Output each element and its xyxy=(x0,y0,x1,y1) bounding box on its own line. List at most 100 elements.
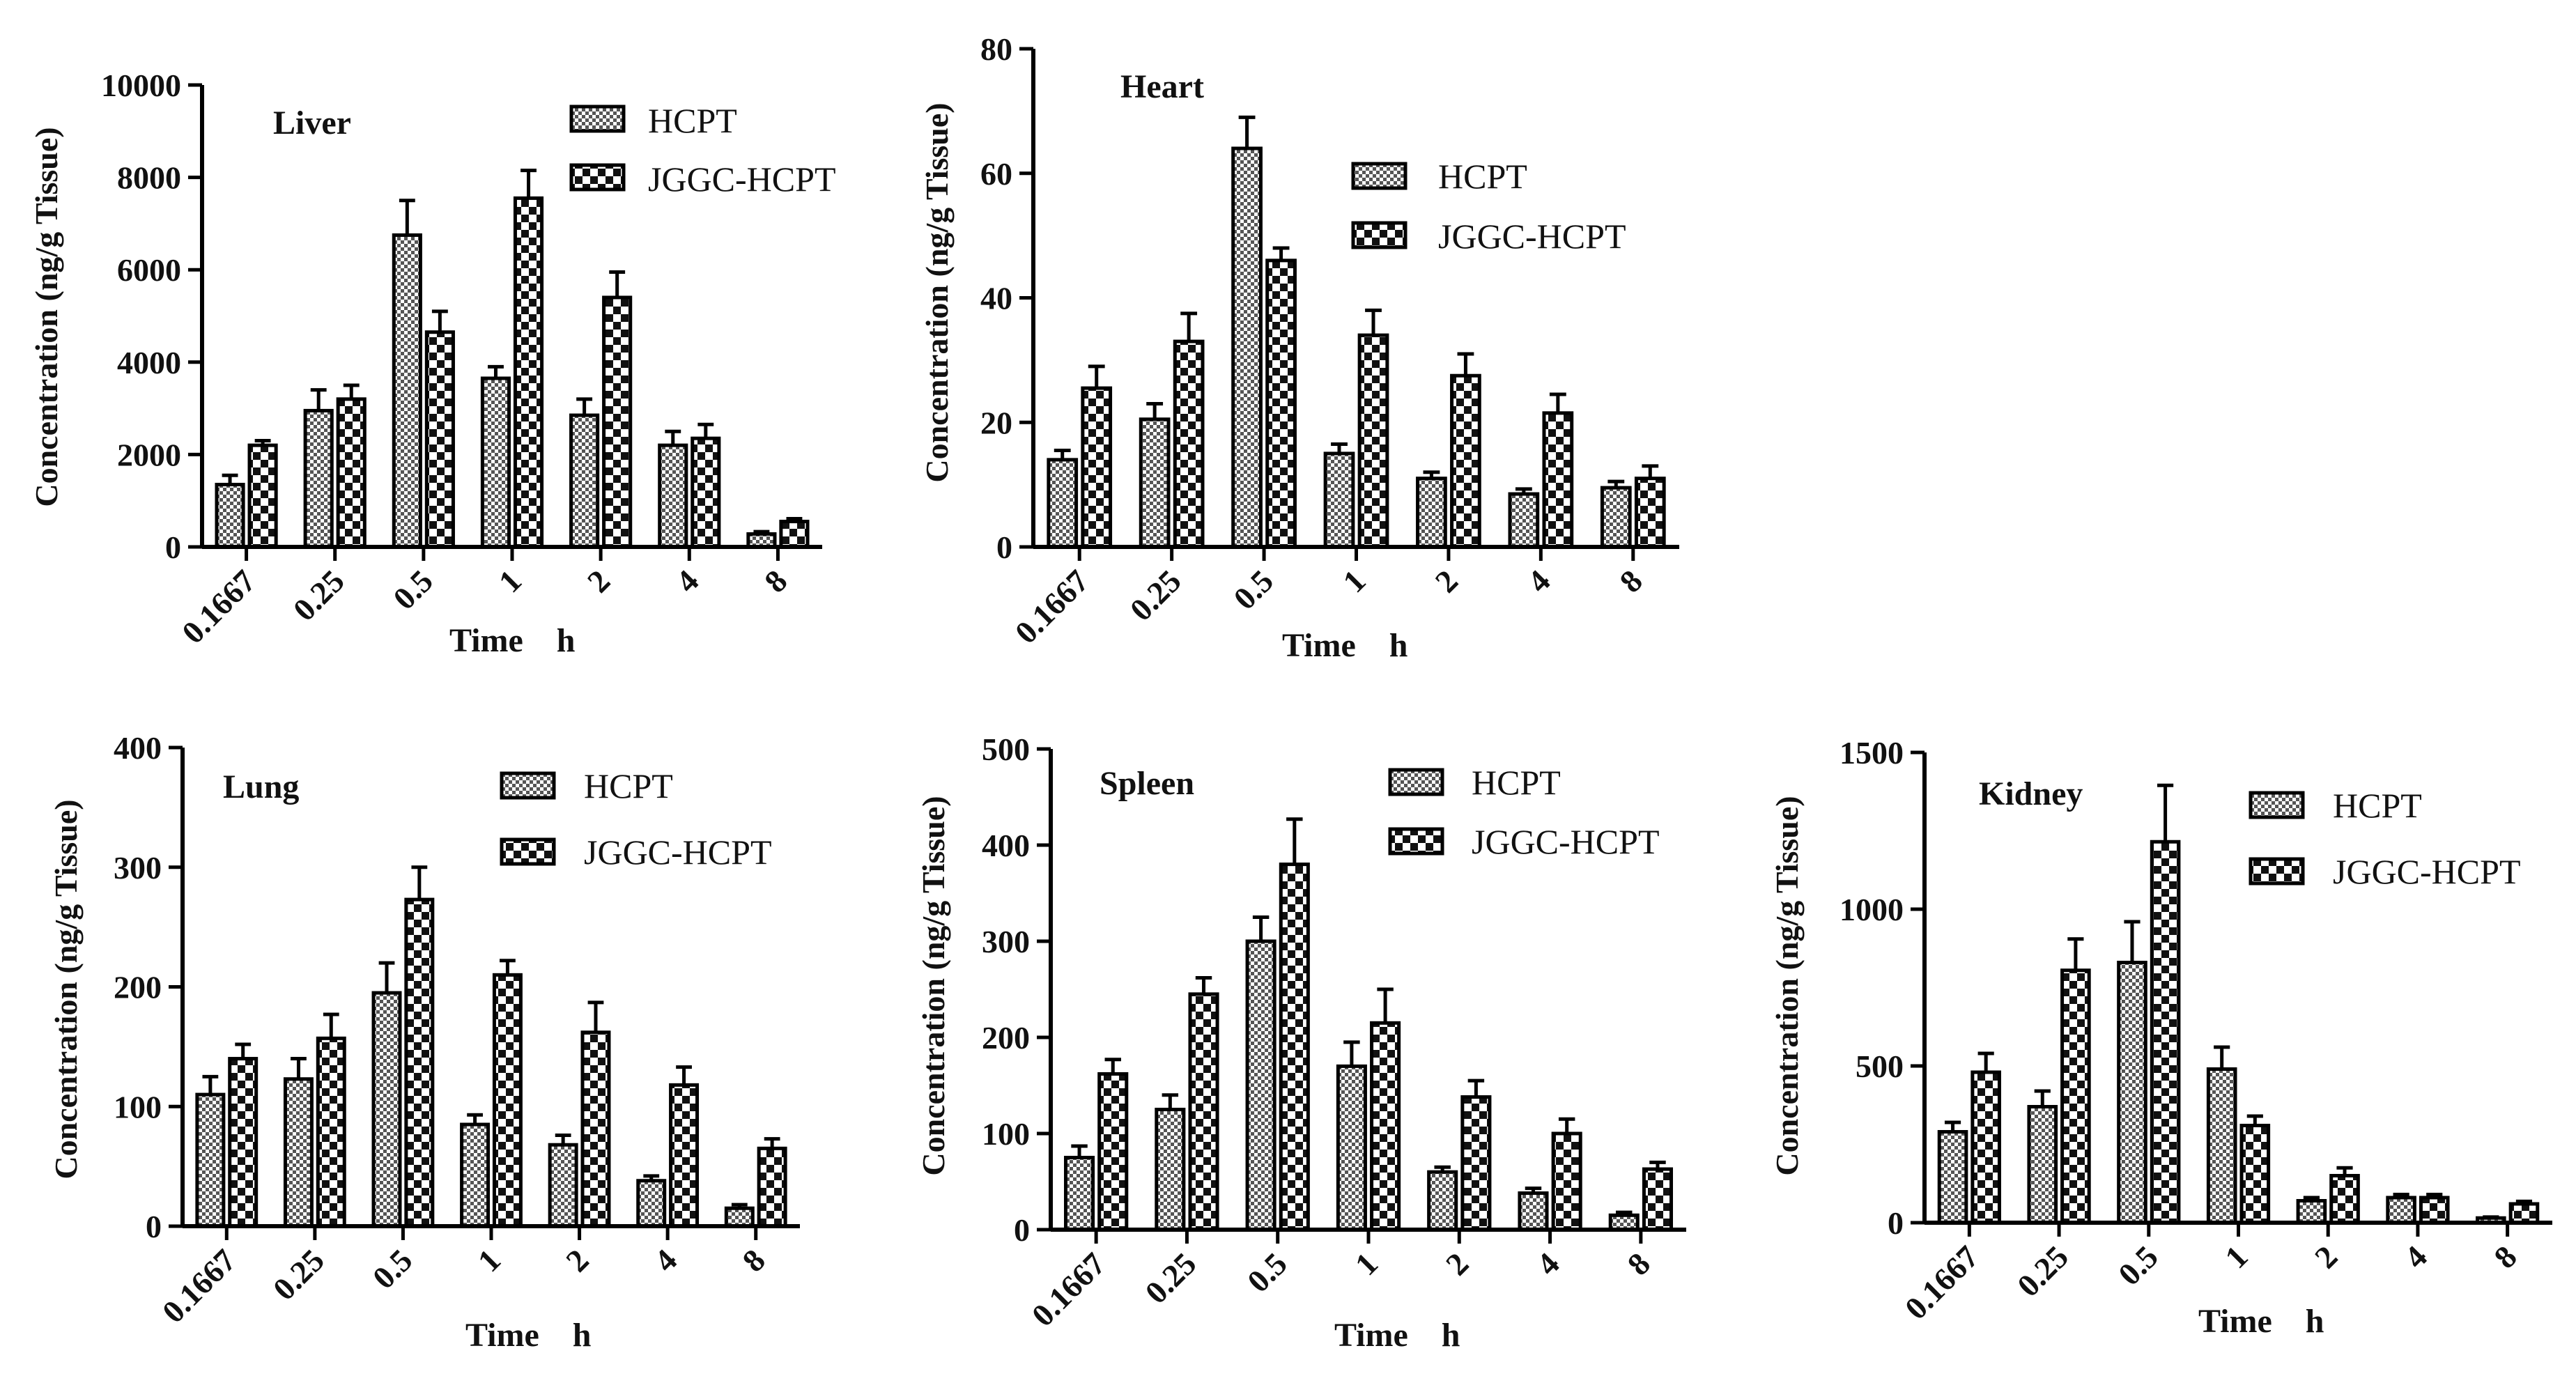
chart-panel-lung: Lung Concentration (ng/g Tissue) Time h … xyxy=(48,730,800,1354)
bar-hcpt xyxy=(371,991,402,1228)
y-tick-label: 200 xyxy=(982,1020,1030,1055)
legend: HCPT JGGC-HCPT xyxy=(500,766,771,872)
x-tick-label: 1 xyxy=(1336,563,1372,599)
x-tick-label: 2 xyxy=(559,1242,595,1278)
y-tick-label: 2000 xyxy=(117,437,181,472)
legend: HCPT JGGC-HCPT xyxy=(1351,157,1626,256)
y-tick-label: 0 xyxy=(996,529,1012,565)
x-tick-label: 4 xyxy=(1529,1246,1566,1282)
y-tick-label: 300 xyxy=(114,850,162,886)
chart-panel-kidney: Kidney Concentration (ng/g Tissue) Time … xyxy=(1769,735,2552,1340)
legend-swatch-jggc-hcpt xyxy=(1351,221,1407,249)
x-axis-label: Time h xyxy=(449,622,575,659)
x-tick-label: 0.1667 xyxy=(1025,1246,1113,1333)
bar-jggc-hcpt xyxy=(336,397,367,549)
x-tick-label: 1 xyxy=(2218,1239,2254,1275)
x-tick-label: 8 xyxy=(2487,1239,2523,1275)
y-tick-label: 20 xyxy=(980,405,1012,440)
x-tick-label: 0.1667 xyxy=(1008,563,1096,651)
bar-jggc-hcpt xyxy=(1542,411,1574,549)
bar-jggc-hcpt xyxy=(2239,1124,2271,1225)
legend-label-jggc-hcpt: JGGC-HCPT xyxy=(584,833,771,872)
x-tick-label: 0.1667 xyxy=(1898,1239,1986,1327)
bar-jggc-hcpt xyxy=(669,1083,700,1228)
bar-hcpt xyxy=(1323,451,1355,549)
bar-jggc-hcpt xyxy=(513,196,544,549)
y-tick-label: 0 xyxy=(1888,1205,1904,1241)
x-tick-label: 1 xyxy=(471,1242,507,1278)
bar-jggc-hcpt xyxy=(424,330,455,549)
bar-hcpt xyxy=(1155,1108,1186,1232)
bar-hcpt xyxy=(392,233,422,549)
chart-title: Liver xyxy=(273,105,351,141)
y-tick-label: 400 xyxy=(982,828,1030,863)
bar-jggc-hcpt xyxy=(1450,373,1481,549)
bar-jggc-hcpt xyxy=(1173,339,1205,549)
bar-hcpt xyxy=(636,1179,667,1228)
x-axis-label: Time h xyxy=(1282,627,1407,664)
bar-jggc-hcpt xyxy=(580,1030,611,1228)
y-tick-label: 8000 xyxy=(117,160,181,196)
y-tick-label: 0 xyxy=(165,529,181,565)
legend-swatch-hcpt xyxy=(500,771,556,800)
bar-jggc-hcpt xyxy=(1188,992,1219,1232)
bar-jggc-hcpt xyxy=(1642,1167,1674,1232)
bar-jggc-hcpt xyxy=(2419,1196,2450,1225)
y-tick-label: 40 xyxy=(980,281,1012,316)
bar-jggc-hcpt xyxy=(1634,477,1666,549)
bar-hcpt xyxy=(2027,1105,2058,1225)
bar-jggc-hcpt xyxy=(1097,1072,1129,1232)
bar-jggc-hcpt xyxy=(316,1036,346,1228)
bar-hcpt xyxy=(1245,939,1277,1232)
legend-label-hcpt: HCPT xyxy=(1438,157,1527,196)
bar-jggc-hcpt xyxy=(691,436,721,549)
x-tick-label: 4 xyxy=(2398,1239,2434,1275)
bar-hcpt xyxy=(2386,1196,2416,1225)
x-tick-label: 0.5 xyxy=(386,563,440,617)
x-tick-label: 1 xyxy=(492,563,528,599)
x-axis-label: Time h xyxy=(1334,1317,1460,1354)
x-tick-label: 2 xyxy=(2308,1239,2344,1275)
y-tick-label: 200 xyxy=(114,970,162,1005)
x-tick-label: 0.25 xyxy=(1123,563,1188,628)
bar-hcpt xyxy=(460,1122,491,1228)
bar-hcpt xyxy=(1937,1130,1968,1225)
legend-label-jggc-hcpt: JGGC-HCPT xyxy=(1472,822,1659,861)
bar-hcpt xyxy=(1063,1156,1095,1232)
x-tick-label: 8 xyxy=(1613,563,1649,599)
y-tick-label: 500 xyxy=(982,732,1030,767)
bar-hcpt xyxy=(724,1206,755,1228)
bar-jggc-hcpt xyxy=(1460,1095,1492,1232)
x-tick-label: 0.1667 xyxy=(155,1242,243,1330)
bar-hcpt xyxy=(569,413,600,549)
bar-hcpt xyxy=(658,443,688,549)
bar-hcpt xyxy=(215,482,245,549)
bar-hcpt xyxy=(2296,1199,2327,1225)
legend-label-hcpt: HCPT xyxy=(648,101,737,140)
bar-hcpt xyxy=(1600,486,1632,549)
x-tick-label: 0.5 xyxy=(366,1242,419,1296)
y-tick-label: 1000 xyxy=(1840,892,1904,927)
legend-swatch-hcpt xyxy=(569,105,626,133)
plot-area: 0 2000 4000 6000 8000 10000 0.1667 0.25 0.5 1 2 4 8 xyxy=(101,68,822,651)
legend-swatch-jggc-hcpt xyxy=(569,163,626,192)
bar-hcpt xyxy=(1336,1064,1367,1232)
chart-panel-heart: Heart Concentration (ng/g Tissue) Time h… xyxy=(919,31,1679,664)
chart-title: Heart xyxy=(1120,68,1204,105)
x-tick-label: 2 xyxy=(580,563,617,599)
x-tick-label: 0.25 xyxy=(286,563,351,628)
legend-label-hcpt: HCPT xyxy=(2333,786,2422,825)
x-tick-label: 8 xyxy=(757,563,794,599)
y-tick-label: 10000 xyxy=(101,68,181,103)
legend: HCPT JGGC-HCPT xyxy=(2249,786,2520,891)
bar-jggc-hcpt xyxy=(757,1146,787,1228)
bar-jggc-hcpt xyxy=(492,973,523,1228)
y-axis-label: Concentration (ng/g Tissue) xyxy=(1769,796,1805,1175)
bar-jggc-hcpt xyxy=(1279,863,1310,1232)
bar-hcpt xyxy=(1518,1191,1549,1232)
bar-hcpt xyxy=(1608,1213,1640,1232)
bar-jggc-hcpt xyxy=(404,897,435,1228)
legend-swatch-hcpt xyxy=(2249,791,2305,819)
y-axis-label: Concentration (ng/g Tissue) xyxy=(48,799,84,1179)
legend-label-jggc-hcpt: JGGC-HCPT xyxy=(2333,852,2520,891)
